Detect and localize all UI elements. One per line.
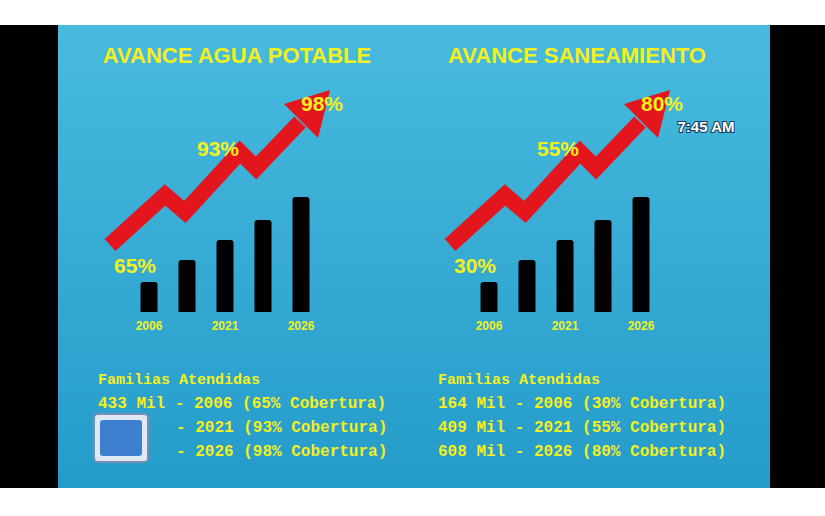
svg-text:433 Mil - 2006 (65% Cobertura): 433 Mil - 2006 (65% Cobertura) xyxy=(98,395,386,413)
svg-text:- 2026 (98% Cobertura): - 2026 (98% Cobertura) xyxy=(176,443,387,461)
svg-text:2026: 2026 xyxy=(628,319,655,333)
svg-text:7:45 AM: 7:45 AM xyxy=(678,118,735,135)
svg-text:409 Mil - 2021 (55% Cobertura): 409 Mil - 2021 (55% Cobertura) xyxy=(438,419,726,437)
svg-text:30%: 30% xyxy=(454,254,496,277)
svg-text:Familias Atendidas: Familias Atendidas xyxy=(438,372,600,389)
svg-text:164 Mil - 2006 (30% Cobertura): 164 Mil - 2006 (30% Cobertura) xyxy=(438,395,726,413)
svg-text:2006: 2006 xyxy=(476,319,503,333)
svg-text:2026: 2026 xyxy=(288,319,315,333)
svg-text:- 2021 (93% Cobertura): - 2021 (93% Cobertura) xyxy=(176,419,387,437)
svg-text:55%: 55% xyxy=(537,137,579,160)
svg-text:2021: 2021 xyxy=(212,319,239,333)
svg-text:98%: 98% xyxy=(301,92,343,115)
svg-text:AVANCE SANEAMIENTO: AVANCE SANEAMIENTO xyxy=(448,43,706,68)
svg-text:65%: 65% xyxy=(114,254,156,277)
svg-text:93%: 93% xyxy=(197,137,239,160)
svg-text:2006: 2006 xyxy=(136,319,163,333)
svg-text:2021: 2021 xyxy=(552,319,579,333)
svg-text:608 Mil - 2026 (80% Cobertura): 608 Mil - 2026 (80% Cobertura) xyxy=(438,443,726,461)
svg-text:Familias Atendidas: Familias Atendidas xyxy=(98,372,260,389)
svg-text:AVANCE AGUA POTABLE: AVANCE AGUA POTABLE xyxy=(103,43,371,68)
svg-text:80%: 80% xyxy=(641,92,683,115)
